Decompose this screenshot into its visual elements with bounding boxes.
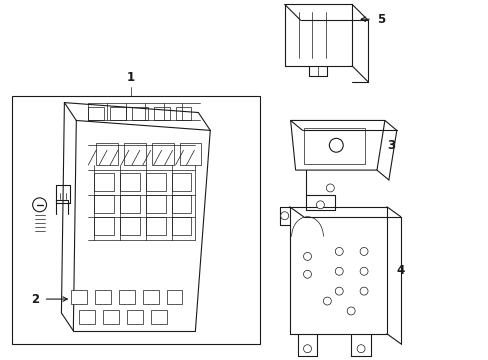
Bar <box>145 173 165 191</box>
Circle shape <box>346 307 354 315</box>
Circle shape <box>280 212 288 220</box>
Circle shape <box>33 198 46 212</box>
Circle shape <box>303 345 311 353</box>
Circle shape <box>359 267 367 275</box>
Circle shape <box>359 287 367 295</box>
Text: 1: 1 <box>126 71 135 84</box>
Bar <box>123 143 145 165</box>
Circle shape <box>316 201 324 209</box>
Bar <box>166 290 182 304</box>
Bar <box>171 217 191 235</box>
Bar <box>103 310 119 324</box>
Circle shape <box>335 287 343 295</box>
Bar <box>145 195 165 213</box>
Bar <box>110 107 126 121</box>
Bar <box>153 107 169 121</box>
Circle shape <box>325 184 334 192</box>
Bar <box>145 217 165 235</box>
Bar <box>150 310 166 324</box>
Bar <box>120 173 140 191</box>
Bar <box>94 173 114 191</box>
Bar <box>132 107 147 121</box>
Bar <box>88 107 104 121</box>
Bar <box>171 195 191 213</box>
Circle shape <box>359 247 367 255</box>
Bar <box>151 143 173 165</box>
Bar <box>96 143 118 165</box>
Bar <box>71 290 87 304</box>
Text: 5: 5 <box>376 13 385 26</box>
Bar <box>95 290 111 304</box>
Bar <box>303 129 365 164</box>
Bar <box>79 310 95 324</box>
Bar <box>94 195 114 213</box>
Bar <box>175 107 191 121</box>
Circle shape <box>335 247 343 255</box>
Bar <box>120 217 140 235</box>
Bar <box>12 96 259 344</box>
Circle shape <box>356 345 365 353</box>
Bar <box>119 290 135 304</box>
Bar <box>127 310 142 324</box>
Bar <box>179 143 201 165</box>
Bar <box>171 173 191 191</box>
Circle shape <box>303 252 311 260</box>
Text: 3: 3 <box>386 139 394 152</box>
Circle shape <box>335 267 343 275</box>
Bar <box>120 195 140 213</box>
Circle shape <box>328 138 343 152</box>
Bar <box>142 290 158 304</box>
Circle shape <box>323 297 331 305</box>
Circle shape <box>303 270 311 278</box>
Text: 4: 4 <box>396 264 404 277</box>
Bar <box>94 217 114 235</box>
Text: 2: 2 <box>31 293 40 306</box>
